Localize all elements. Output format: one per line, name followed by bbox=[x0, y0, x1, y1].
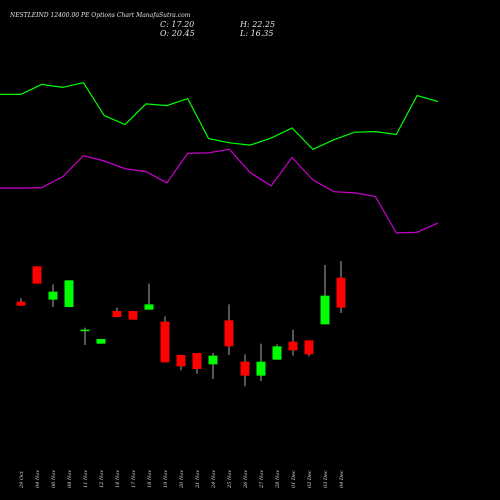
bearish-candle bbox=[288, 341, 298, 351]
chart-title: NESTLEIND 12400.00 PE Options Chart Mana… bbox=[10, 12, 191, 19]
x-tick-label: 25 Nov bbox=[227, 470, 233, 489]
bearish-candle bbox=[336, 277, 346, 308]
x-tick-label: 03 Dec bbox=[323, 470, 329, 488]
bearish-candle bbox=[112, 311, 122, 317]
bullish-candle bbox=[48, 291, 58, 300]
upper-indicator-line bbox=[0, 82, 439, 151]
bullish-candle bbox=[272, 346, 282, 360]
x-tick-label: 04 Nov bbox=[35, 470, 41, 488]
high-readout: H: 22.25 bbox=[240, 20, 276, 29]
x-tick-label: 19 Nov bbox=[163, 470, 169, 488]
bearish-candle bbox=[224, 320, 234, 347]
open-value: 20.45 bbox=[171, 29, 195, 38]
bearish-candle bbox=[128, 311, 138, 320]
bullish-candle bbox=[64, 280, 74, 307]
x-tick-label: 21 Nov bbox=[195, 470, 201, 489]
x-tick-label: 18 Nov bbox=[147, 470, 153, 488]
x-tick-label: 02 Dec bbox=[307, 470, 313, 488]
x-tick-label: 06 Nov bbox=[51, 470, 57, 488]
x-tick-label: 28 Nov bbox=[275, 470, 281, 489]
x-tick-label: 12 Nov bbox=[99, 470, 105, 488]
bearish-candle bbox=[176, 355, 186, 367]
bullish-candle bbox=[256, 361, 266, 376]
open-readout: O: 20.45 bbox=[160, 29, 195, 38]
close-readout: C: 17.20 bbox=[160, 20, 195, 29]
x-tick-label: 27 Nov bbox=[259, 470, 265, 489]
bearish-candle bbox=[304, 340, 314, 355]
bearish-candle bbox=[192, 353, 202, 369]
bearish-candle bbox=[160, 321, 170, 363]
x-tick-label: 11 Nov bbox=[83, 470, 89, 488]
x-tick-label: 17 Nov bbox=[131, 470, 137, 488]
bearish-candle bbox=[32, 266, 42, 284]
x-tick-label: 04 Dec bbox=[339, 470, 345, 488]
x-tick-label: 01 Dec bbox=[291, 470, 297, 488]
x-tick-label: 29 Oct bbox=[19, 470, 25, 489]
x-tick-label: 14 Nov bbox=[115, 470, 121, 488]
high-value: 22.25 bbox=[252, 20, 276, 29]
bullish-candle bbox=[208, 355, 218, 365]
bullish-candle bbox=[144, 304, 154, 310]
lower-indicator-line bbox=[0, 148, 439, 234]
x-tick-label: 26 Nov bbox=[243, 470, 249, 489]
bullish-candle bbox=[96, 339, 106, 344]
low-value: 16.35 bbox=[250, 29, 274, 38]
bullish-candle bbox=[320, 295, 330, 325]
x-tick-label: 20 Nov bbox=[179, 470, 185, 489]
low-readout: L: 16.35 bbox=[240, 29, 274, 38]
x-tick-label: 08 Nov bbox=[67, 470, 73, 488]
bullish-candle bbox=[80, 329, 90, 332]
x-tick-label: 24 Nov bbox=[211, 470, 217, 489]
bearish-candle bbox=[240, 361, 250, 376]
bearish-candle bbox=[16, 301, 26, 306]
close-value: 17.20 bbox=[171, 20, 195, 29]
